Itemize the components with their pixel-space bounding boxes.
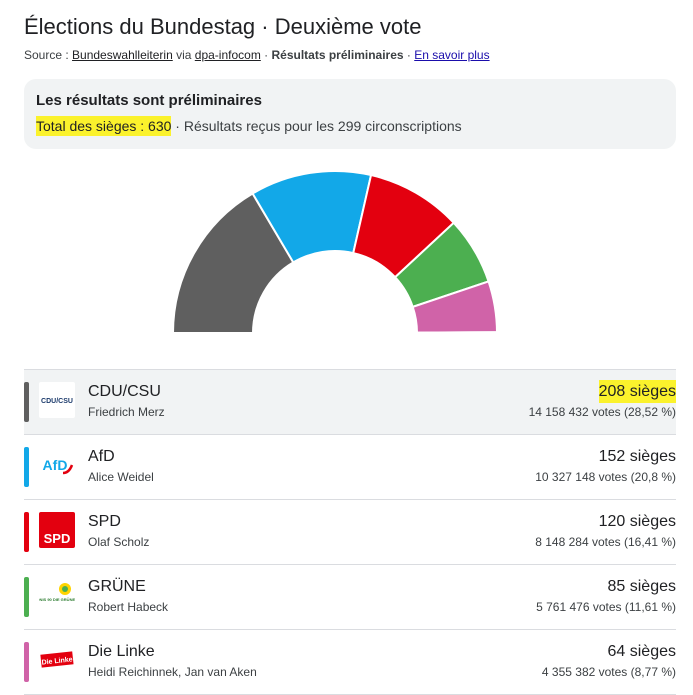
- sunflower-center-icon: [62, 586, 68, 592]
- total-seats-text: Total des sièges : 630: [36, 116, 172, 136]
- party-row-cdu-csu[interactable]: CDU/CSU CDU/CSU Friedrich Merz 208 siège…: [24, 369, 676, 435]
- party-row-spd[interactable]: SPD SPD Olaf Scholz 120 sièges 8 148 284…: [24, 500, 676, 565]
- source-link-bundeswahlleiterin[interactable]: Bundeswahlleiterin: [72, 48, 173, 62]
- source-line: Source : Bundeswahlleiterin via dpa-info…: [24, 48, 490, 62]
- party-name: Die Linke: [88, 643, 155, 660]
- party-row-afd[interactable]: AfD AfD Alice Weidel 152 sièges 10 327 1…: [24, 435, 676, 500]
- afd-logo: AfD: [39, 447, 75, 483]
- party-votes: 4 355 382 votes (8,77 %): [541, 665, 676, 679]
- party-row-gruene[interactable]: BÜNDNIS 90 DIE GRÜNEN GRÜNE Robert Habec…: [24, 565, 676, 630]
- logo-background: [39, 512, 75, 548]
- party-votes: 5 761 476 votes (11,61 %): [536, 600, 676, 614]
- logo-background: [39, 447, 75, 483]
- logo-text: SPD: [44, 531, 71, 546]
- afd-arrow-icon: [62, 464, 74, 475]
- party-color-bar: [24, 577, 29, 617]
- party-color-bar: [24, 642, 29, 682]
- party-name: GRÜNE: [88, 578, 146, 595]
- logo-text: Die Linke: [41, 656, 73, 666]
- party-name: AfD: [88, 448, 115, 465]
- party-seats: 152 sièges: [598, 448, 676, 465]
- logo-text: CDU/CSU: [41, 398, 73, 405]
- source-link-dpa[interactable]: dpa-infocom: [194, 48, 261, 62]
- party-votes: 10 327 148 votes (20,8 %): [535, 470, 676, 484]
- seat-segment-ssw[interactable]: [415, 331, 499, 334]
- party-leader: Robert Habeck: [88, 600, 169, 614]
- party-votes: 14 158 432 votes (28,52 %): [528, 405, 676, 419]
- party-name: SPD: [88, 513, 121, 530]
- party-seats-value: 208 sièges: [598, 380, 676, 403]
- spd-logo: SPD: [39, 512, 75, 548]
- source-separator: ·: [260, 48, 272, 62]
- party-votes: 8 148 284 votes (16,41 %): [535, 535, 676, 549]
- party-color-bar: [24, 447, 29, 487]
- source-prefix: Source :: [24, 48, 73, 62]
- page-title: Élections du Bundestag · Deuxième vote: [24, 14, 422, 39]
- received-text: · Résultats reçus pour les 299 circonscr…: [171, 118, 462, 134]
- source-separator: ·: [403, 48, 415, 62]
- party-leader: Friedrich Merz: [88, 405, 165, 419]
- party-seats: 208 sièges: [598, 380, 676, 403]
- party-color-bar: [24, 512, 29, 552]
- party-name: CDU/CSU: [88, 383, 161, 400]
- info-heading: Les résultats sont préliminaires: [36, 92, 262, 109]
- status-text: Résultats préliminaires: [271, 48, 404, 62]
- learn-more-link[interactable]: En savoir plus: [414, 48, 490, 62]
- seat-chart-svg: [171, 170, 499, 334]
- party-seats: 120 sièges: [598, 513, 676, 530]
- party-leader: Olaf Scholz: [88, 535, 150, 549]
- cdu-csu-logo: CDU/CSU: [39, 382, 75, 418]
- party-seats: 64 sièges: [607, 643, 677, 660]
- logo-banner: [40, 651, 74, 668]
- party-seats: 85 sièges: [607, 578, 677, 595]
- seat-chart: [170, 168, 500, 338]
- gruene-logo: BÜNDNIS 90 DIE GRÜNEN: [39, 577, 75, 613]
- party-leader: Heidi Reichinnek, Jan van Aken: [88, 665, 257, 679]
- info-line: Total des sièges : 630 · Résultats reçus…: [36, 116, 462, 136]
- logo-background: [39, 577, 75, 613]
- source-via: via: [172, 48, 195, 62]
- preliminary-info-box: Les résultats sont préliminaires Total d…: [24, 79, 676, 149]
- party-leader: Alice Weidel: [88, 470, 154, 484]
- party-row-die-linke[interactable]: Die Linke Die Linke Heidi Reichinnek, Ja…: [24, 630, 676, 695]
- logo-text: BÜNDNIS 90 DIE GRÜNEN: [39, 597, 75, 602]
- logo-background: [39, 382, 75, 418]
- party-list: CDU/CSU CDU/CSU Friedrich Merz 208 siège…: [24, 369, 676, 695]
- party-color-bar: [24, 382, 29, 422]
- logo-text: AfD: [43, 457, 68, 473]
- die-linke-logo: Die Linke: [39, 642, 75, 678]
